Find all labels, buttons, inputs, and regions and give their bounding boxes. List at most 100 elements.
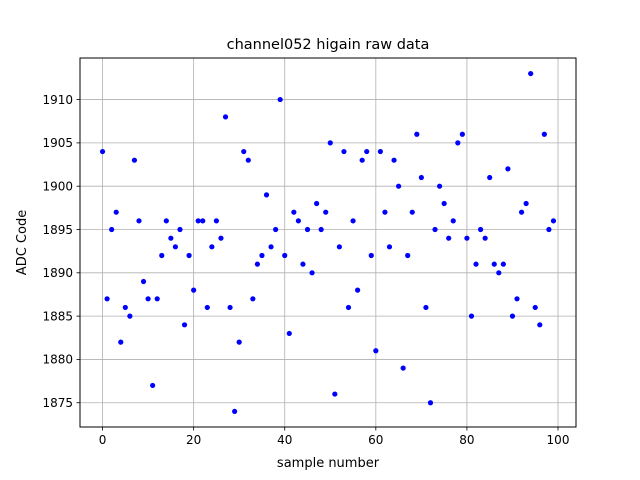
- plot-frame: [79, 57, 577, 428]
- x-tick-label: 60: [368, 433, 383, 447]
- y-axis-label: ADC Code: [15, 210, 30, 275]
- data-point: [113, 209, 119, 215]
- data-point: [386, 244, 393, 250]
- data-point: [127, 313, 133, 319]
- data-point: [222, 114, 229, 120]
- y-tick-label: 1910: [42, 93, 73, 107]
- data-point: [423, 304, 429, 311]
- data-point: [286, 330, 292, 337]
- data-point: [195, 218, 201, 224]
- data-point: [259, 252, 265, 259]
- data-point: [391, 157, 397, 163]
- data-point: [523, 200, 529, 207]
- data-point: [468, 313, 475, 319]
- data-point: [395, 183, 402, 189]
- data-point: [541, 131, 547, 137]
- data-point: [427, 400, 434, 406]
- y-tick-label: 1900: [42, 179, 73, 193]
- data-point: [418, 174, 424, 181]
- data-point: [232, 408, 238, 415]
- x-tick-label: 0: [99, 433, 107, 447]
- data-point: [336, 244, 342, 250]
- data-point: [200, 218, 206, 224]
- data-point: [163, 218, 169, 224]
- data-point: [436, 183, 443, 189]
- y-tick-label: 1885: [42, 309, 73, 323]
- data-point: [496, 270, 502, 276]
- data-point: [345, 304, 352, 311]
- data-point: [213, 218, 220, 224]
- data-point: [518, 209, 525, 215]
- data-point: [368, 252, 374, 259]
- data-point: [136, 218, 142, 224]
- data-point: [400, 365, 406, 371]
- data-point: [359, 157, 365, 163]
- data-point: [150, 382, 156, 389]
- data-point: [99, 148, 106, 155]
- data-point: [546, 226, 552, 233]
- x-tick-label: 80: [459, 433, 474, 447]
- data-point: [409, 209, 415, 215]
- data-point: [455, 140, 461, 146]
- data-point: [473, 261, 479, 267]
- data-point: [532, 304, 538, 311]
- data-point: [355, 287, 361, 293]
- data-point: [487, 174, 493, 181]
- data-point: [414, 131, 420, 137]
- data-point: [109, 226, 115, 233]
- x-axis-label: sample number: [277, 456, 380, 471]
- data-points: [99, 70, 557, 415]
- axis-ticks: 0 20 40 60 80 100 1875 1880 1885 1890 1895 1900 1905…: [42, 93, 569, 447]
- data-point: [295, 218, 301, 224]
- data-point: [181, 322, 188, 328]
- data-point: [245, 157, 251, 163]
- x-tick-label: 20: [186, 433, 201, 447]
- data-point: [550, 218, 557, 224]
- y-tick-label: 1905: [42, 136, 73, 150]
- data-point: [273, 226, 279, 233]
- data-point: [122, 304, 128, 311]
- data-point: [314, 200, 320, 207]
- data-point: [241, 148, 247, 155]
- data-point: [282, 252, 288, 259]
- data-point: [318, 226, 324, 233]
- data-point: [377, 148, 383, 155]
- data-point: [477, 226, 484, 233]
- data-point: [373, 348, 379, 354]
- data-point: [364, 148, 370, 155]
- y-tick-label: 1875: [42, 396, 73, 410]
- data-point: [459, 131, 465, 137]
- data-point: [482, 235, 488, 241]
- data-point: [464, 235, 470, 241]
- data-point: [177, 226, 183, 233]
- data-point: [505, 166, 511, 172]
- data-point: [509, 313, 516, 319]
- data-point: [172, 244, 179, 250]
- data-point: [268, 244, 274, 250]
- data-point: [491, 261, 497, 267]
- data-point: [154, 296, 160, 302]
- chart-title: channel052 higain raw data: [227, 37, 430, 53]
- data-point: [500, 261, 506, 267]
- data-point: [131, 157, 138, 163]
- data-point: [528, 70, 534, 77]
- data-point: [537, 322, 543, 328]
- data-point: [323, 209, 329, 215]
- data-point: [309, 270, 315, 276]
- data-point: [291, 209, 297, 215]
- data-point: [327, 140, 333, 146]
- data-point: [209, 244, 215, 250]
- data-point: [140, 278, 147, 285]
- data-point: [159, 252, 165, 259]
- data-point: [350, 218, 356, 224]
- data-point: [514, 296, 520, 302]
- data-point: [446, 235, 452, 241]
- data-point: [382, 209, 388, 215]
- data-point: [227, 304, 233, 311]
- data-point: [218, 235, 224, 241]
- data-point: [145, 296, 151, 302]
- x-tick-label: 100: [547, 433, 570, 447]
- data-point: [104, 296, 110, 302]
